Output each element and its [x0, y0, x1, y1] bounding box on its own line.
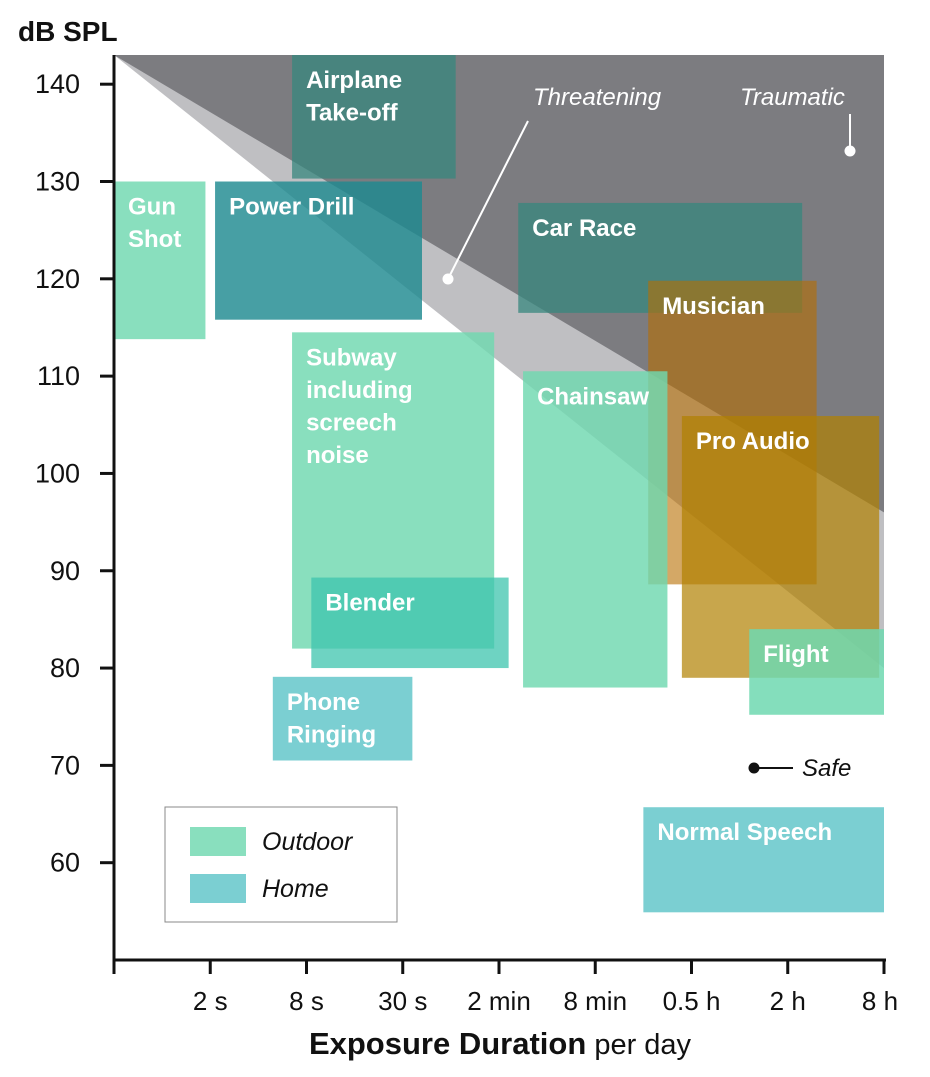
x-axis-label: Exposure Duration per day: [309, 1026, 692, 1061]
y-tick-label: 120: [35, 264, 80, 294]
box-gun-shot-rect: [114, 181, 206, 340]
box-gun-shot-label: Gun: [128, 194, 176, 221]
box-chainsaw-label: Chainsaw: [537, 383, 649, 410]
box-blender-label: Blender: [325, 590, 414, 617]
x-tick-label: 30 s: [378, 986, 427, 1016]
box-airplane-take-off: Airplane Take-off: [292, 55, 456, 179]
box-gun-shot: Gun Shot: [114, 181, 206, 340]
box-phone-ringing-label: Ringing: [287, 721, 376, 748]
box-subway-including-screech-noise-label: noise: [306, 442, 369, 469]
y-tick-label: 140: [35, 69, 80, 99]
x-axis-label-bold: Exposure Duration: [309, 1026, 586, 1061]
box-pro-audio-label: Pro Audio: [696, 428, 810, 455]
box-car-race-label: Car Race: [532, 215, 636, 242]
box-phone-ringing: Phone Ringing: [272, 676, 413, 761]
x-axis-label-suffix: per day: [594, 1029, 691, 1061]
x-axis-label-rest: [586, 1029, 594, 1061]
box-normal-speech-label: Normal Speech: [657, 819, 832, 846]
box-airplane-take-off-label: Take-off: [306, 100, 399, 127]
box-power-drill-rect: [215, 181, 422, 320]
exposure-boxes: Airplane Take-off Gun Shot Power Drill Car Ra…: [114, 55, 884, 913]
box-phone-ringing-rect: [272, 676, 413, 761]
box-gun-shot-label: Shot: [128, 226, 181, 253]
x-ticks: 2 s 8 s 30 s 2 min 8 min 0.5 h 2 h 8 h: [112, 960, 898, 1016]
safe-marker: [748, 762, 760, 774]
safe-annotation: Safe: [748, 755, 851, 782]
plot-area: Airplane Take-off Gun Shot Power Drill Car Ra…: [114, 55, 884, 913]
box-normal-speech: Normal Speech: [643, 807, 884, 913]
safe-label: Safe: [802, 755, 851, 782]
box-phone-ringing-label: Phone: [287, 689, 360, 716]
x-tick-label: 8 s: [289, 986, 324, 1016]
box-subway-including-screech-noise-label: including: [306, 377, 413, 404]
x-tick-label: 2 s: [193, 986, 228, 1016]
threatening-annotation: Threatening: [442, 84, 662, 285]
y-ticks: 60 70 80 90 100 110 120 130 140: [35, 69, 114, 878]
threatening-pointer: [447, 120, 529, 280]
legend: Outdoor Home: [164, 806, 398, 923]
legend-label-outdoor: Outdoor: [262, 828, 354, 856]
box-blender-rect: [311, 577, 509, 669]
x-tick-label: 8 h: [862, 986, 898, 1016]
y-axis-label: dB SPL: [18, 16, 118, 47]
box-chainsaw-rect: [523, 371, 668, 688]
x-tick-label: 2 h: [770, 986, 806, 1016]
x-tick-label: 2 min: [467, 986, 531, 1016]
threatening-marker: [442, 273, 454, 285]
box-power-drill: Power Drill: [215, 181, 422, 320]
box-flight-label: Flight: [763, 641, 828, 668]
box-subway-including-screech-noise-label: Subway: [306, 344, 397, 371]
x-tick-label: 8 min: [563, 986, 627, 1016]
x-tick-label: 0.5 h: [663, 986, 721, 1016]
traumatic-annotation: Traumatic: [740, 84, 856, 157]
box-musician-label: Musician: [662, 293, 765, 320]
y-tick-label: 100: [35, 458, 80, 488]
traumatic-label: Traumatic: [740, 84, 845, 111]
y-tick-label: 60: [50, 848, 80, 878]
legend-label-home: Home: [262, 875, 329, 903]
box-normal-speech-rect: [643, 807, 884, 913]
y-tick-label: 80: [50, 653, 80, 683]
box-chainsaw: Chainsaw: [523, 371, 668, 688]
threatening-label: Threatening: [533, 84, 662, 111]
y-tick-label: 90: [50, 556, 80, 586]
y-tick-label: 130: [35, 167, 80, 197]
axes: 60 70 80 90 100 110 120 130 140 2 s 8 s 30 s 2 min 8…: [35, 55, 898, 1016]
box-blender: Blender: [311, 577, 509, 669]
box-airplane-take-off-label: Airplane: [306, 67, 402, 94]
legend-swatch-home: [190, 874, 246, 903]
box-subway-including-screech-noise-label: screech: [306, 409, 397, 436]
legend-swatch-outdoor: [190, 827, 246, 856]
y-tick-label: 70: [50, 750, 80, 780]
legend-frame: [164, 806, 398, 923]
traumatic-marker: [844, 145, 856, 157]
box-power-drill-label: Power Drill: [229, 194, 354, 221]
box-flight: Flight: [749, 629, 884, 715]
y-tick-label: 110: [37, 361, 80, 391]
box-flight-rect: [749, 629, 884, 715]
box-airplane-take-off-rect: [292, 55, 456, 179]
